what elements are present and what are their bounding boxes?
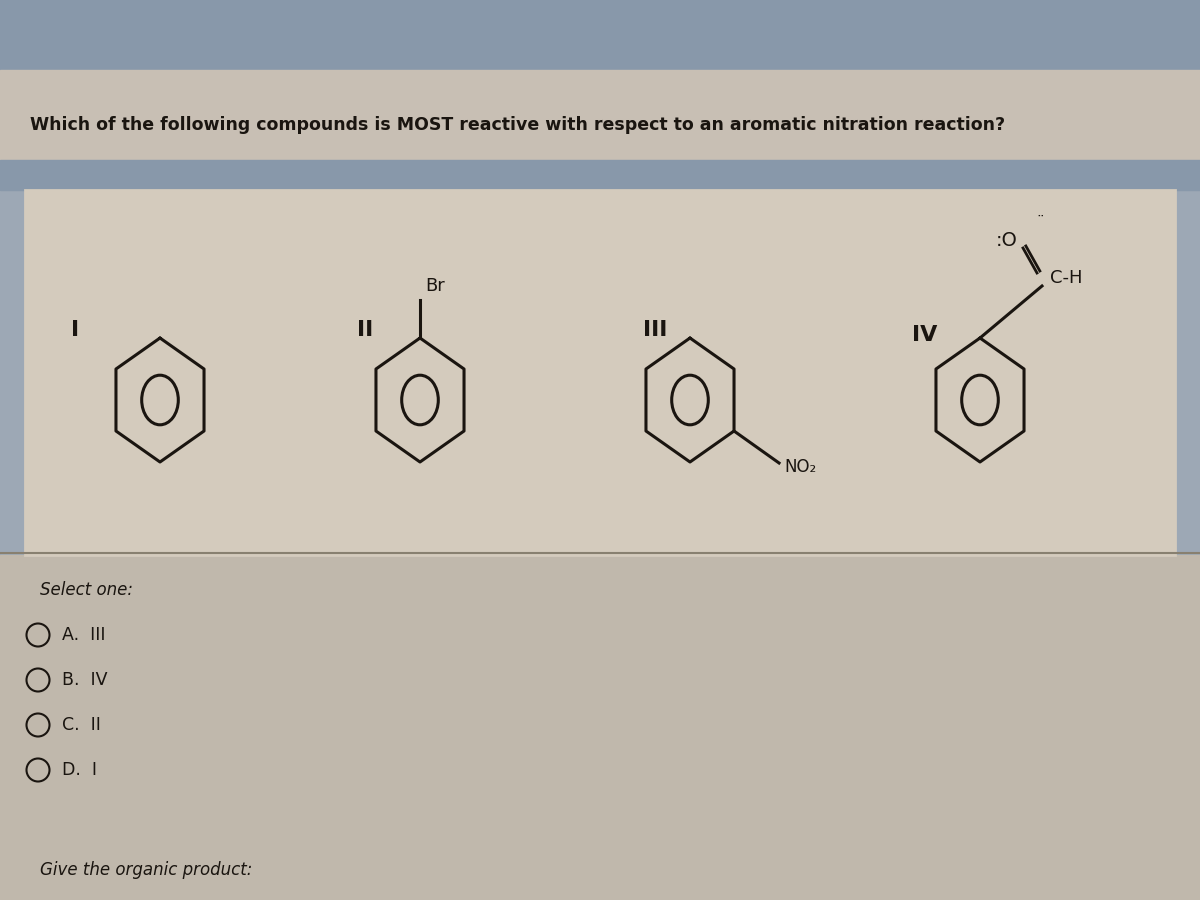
Text: Which of the following compounds is MOST reactive with respect to an aromatic ni: Which of the following compounds is MOST… — [30, 116, 1006, 134]
Text: Give the organic product:: Give the organic product: — [40, 861, 252, 879]
Text: I: I — [71, 320, 79, 340]
Bar — [0, 555, 1200, 900]
Text: Br: Br — [425, 277, 445, 295]
Bar — [25, 190, 1175, 555]
Text: III: III — [643, 320, 667, 340]
Text: NO₂: NO₂ — [784, 458, 816, 476]
Text: II: II — [356, 320, 373, 340]
Text: IV: IV — [912, 325, 937, 345]
Text: C-H: C-H — [1050, 269, 1082, 287]
Text: :O: :O — [996, 230, 1018, 249]
Bar — [0, 0, 1200, 70]
Bar — [0, 160, 1200, 190]
Text: C.  II: C. II — [62, 716, 101, 734]
Text: D.  I: D. I — [62, 761, 97, 779]
Bar — [0, 70, 1200, 160]
Text: ¨: ¨ — [1036, 214, 1044, 230]
Text: A.  III: A. III — [62, 626, 106, 644]
Text: Select one:: Select one: — [40, 581, 133, 599]
Text: B.  IV: B. IV — [62, 671, 108, 689]
